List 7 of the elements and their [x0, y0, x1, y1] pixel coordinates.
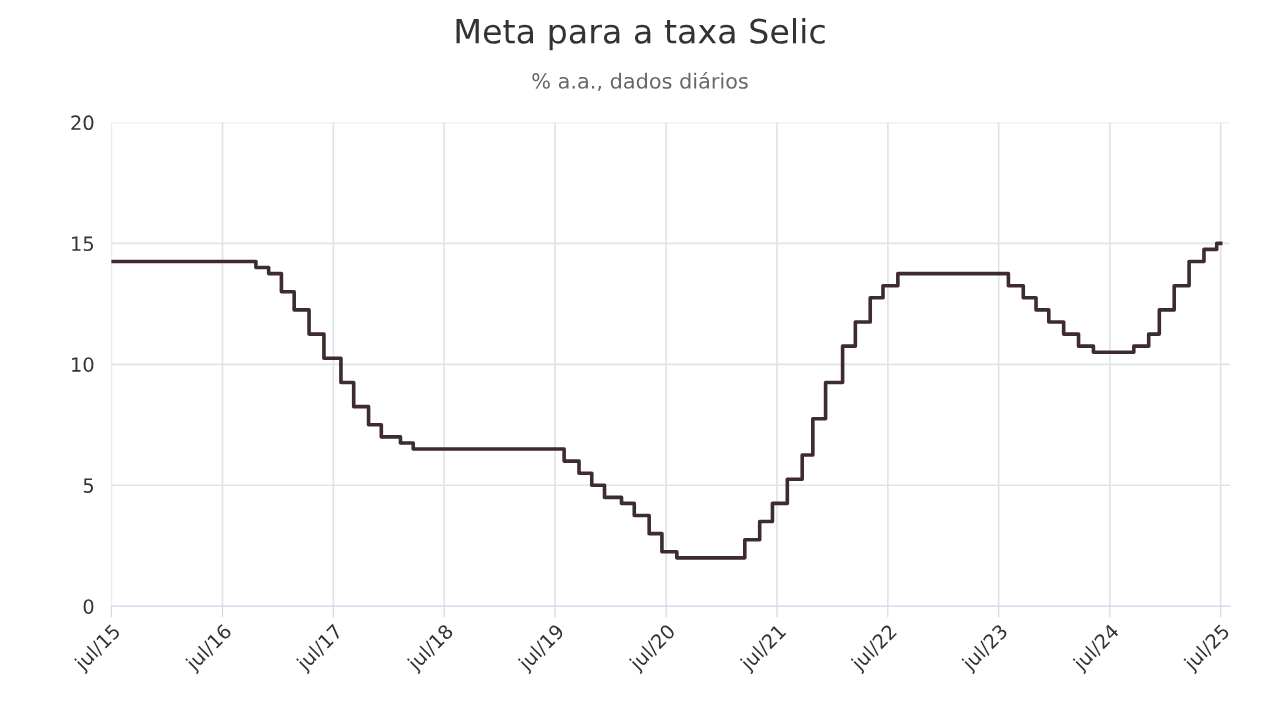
chart-title: Meta para a taxa Selic [456, 18, 825, 51]
y-tick-label: 15 [72, 236, 93, 252]
chart-subtitle: % a.a., dados diários [532, 71, 748, 91]
y-tick-label: 0 [83, 599, 94, 614]
y-tick-label: 5 [83, 478, 93, 493]
y-tick-label: 20 [71, 115, 94, 131]
y-tick-label: 10 [72, 357, 94, 372]
